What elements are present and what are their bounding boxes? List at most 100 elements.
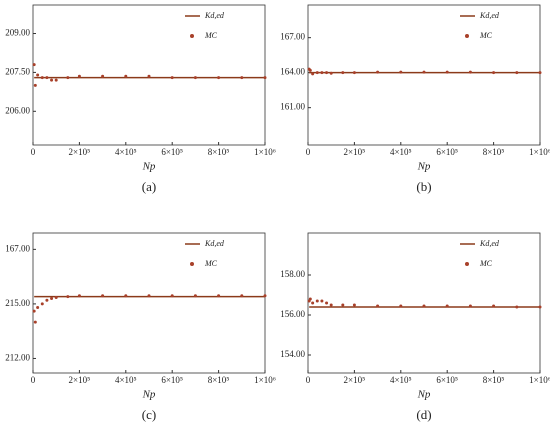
x-tick-label: 8×10⁵ [483, 147, 505, 157]
legend-label: MC [204, 259, 218, 268]
mc-point [538, 71, 542, 75]
plot-frame [32, 232, 266, 374]
legend-label: MC [479, 259, 493, 268]
x-tick-label: 6×10⁵ [436, 147, 458, 157]
y-tick-label: 156.00 [280, 309, 305, 319]
mc-point [315, 71, 319, 75]
mc-point [468, 304, 472, 308]
x-tick-label: 1×10⁶ [529, 147, 550, 157]
mc-point [217, 294, 221, 298]
mc-point [32, 63, 36, 67]
y-tick-label: 209.00 [5, 28, 30, 38]
mc-point [240, 76, 244, 80]
x-tick-label: 6×10⁵ [436, 375, 458, 385]
mc-point [308, 68, 312, 72]
x-tick-label: 4×10⁵ [115, 375, 137, 385]
x-tick-label: 4×10⁵ [115, 147, 137, 157]
y-tick-label: 215.00 [5, 298, 30, 308]
x-tick-label: 2×10⁵ [344, 375, 366, 385]
mc-point [45, 76, 49, 80]
mc-point [170, 76, 174, 80]
mc-point [445, 70, 449, 74]
mc-point [320, 71, 324, 75]
y-tick-label: 167.00 [5, 243, 30, 253]
legend-swatch [465, 262, 469, 266]
y-tick-label: 158.00 [280, 269, 305, 279]
x-tick-label: 8×10⁵ [483, 375, 505, 385]
legend-label: Kd,ed [479, 239, 500, 248]
mc-point [445, 304, 449, 308]
legend-label: Kd,ed [479, 11, 500, 20]
legend-swatch [190, 262, 194, 266]
y-tick-label: 164.00 [280, 67, 305, 77]
y-tick-label: 167.00 [280, 32, 305, 42]
mc-point [399, 70, 403, 74]
x-tick-label: 2×10⁵ [344, 147, 366, 157]
mc-point [240, 294, 244, 298]
mc-point [311, 72, 315, 76]
mc-point [33, 83, 37, 87]
y-tick-label: 206.00 [5, 105, 30, 115]
mc-point [54, 296, 58, 300]
mc-point [325, 71, 329, 75]
mc-point [515, 71, 519, 75]
mc-point [66, 76, 70, 80]
mc-point [147, 74, 151, 78]
mc-point [325, 301, 329, 305]
plot-frame [307, 232, 541, 374]
mc-point [320, 299, 324, 303]
mc-point [124, 294, 128, 298]
x-tick-label: 0 [306, 147, 311, 157]
mc-point [329, 71, 333, 75]
mc-point [538, 305, 542, 309]
mc-point [376, 304, 380, 308]
x-tick-label: 0 [306, 375, 311, 385]
x-axis-label: Np [417, 389, 431, 401]
x-tick-label: 6×10⁵ [161, 147, 183, 157]
caption: (d) [416, 407, 431, 422]
x-tick-label: 4×10⁵ [390, 147, 412, 157]
mc-point [36, 73, 40, 77]
mc-point [308, 297, 312, 301]
x-tick-label: 0 [31, 375, 36, 385]
mc-point [341, 303, 345, 307]
mc-point [170, 294, 174, 298]
x-tick-label: 0 [31, 147, 36, 157]
x-tick-label: 6×10⁵ [161, 375, 183, 385]
legend-swatch [465, 34, 469, 38]
mc-point [515, 305, 519, 309]
mc-point [101, 294, 105, 298]
mc-point [468, 70, 472, 74]
mc-point [315, 299, 319, 303]
mc-point [193, 294, 197, 298]
caption: (c) [142, 407, 156, 422]
caption: (a) [142, 179, 156, 194]
mc-point [217, 76, 221, 80]
mc-point [329, 303, 333, 307]
legend-label: MC [204, 31, 218, 40]
x-tick-label: 4×10⁵ [390, 375, 412, 385]
mc-point [77, 294, 81, 298]
mc-point [352, 71, 356, 75]
x-tick-label: 8×10⁵ [208, 147, 230, 157]
mc-point [263, 76, 267, 80]
x-axis-label: Np [417, 161, 431, 173]
x-axis-label: Np [142, 389, 156, 401]
mc-point [376, 70, 380, 74]
y-tick-label: 207.50 [5, 66, 30, 76]
legend-swatch [190, 34, 194, 38]
mc-point [33, 320, 37, 324]
mc-point [422, 70, 426, 74]
mc-point [352, 303, 356, 307]
x-tick-label: 1×10⁶ [529, 375, 550, 385]
x-axis-label: Np [142, 161, 156, 173]
plot-frame [307, 4, 541, 146]
mc-point [399, 304, 403, 308]
legend-label: Kd,ed [204, 239, 225, 248]
plot-frame [32, 4, 266, 146]
mc-point [341, 71, 345, 75]
mc-point [40, 302, 44, 306]
mc-point [422, 304, 426, 308]
mc-point [54, 78, 58, 82]
